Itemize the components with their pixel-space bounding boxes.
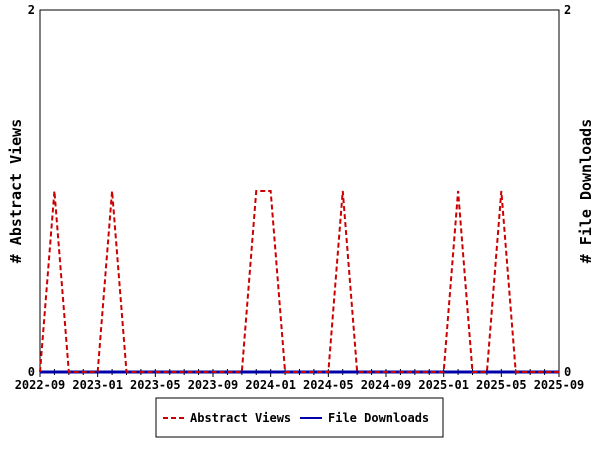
x-tick-label: 2024-09 — [361, 378, 412, 392]
x-tick-label: 2022-09 — [15, 378, 66, 392]
x-tick-label: 2024-05 — [303, 378, 354, 392]
y-tick-left-0: 0 — [28, 365, 35, 379]
x-tick-label: 2023-09 — [188, 378, 239, 392]
x-tick-label: 2023-01 — [72, 378, 123, 392]
y-tick-right-2: 2 — [564, 3, 571, 17]
y-axis-label-left: # Abstract Views — [7, 119, 25, 264]
x-tick-label: 2023-05 — [130, 378, 181, 392]
x-tick-label: 2025-09 — [534, 378, 585, 392]
legend-label-file-downloads: File Downloads — [328, 411, 429, 425]
x-tick-label: 2025-01 — [418, 378, 469, 392]
legend: Abstract Views File Downloads — [155, 397, 444, 438]
x-tick-label: 2025-05 — [476, 378, 527, 392]
plot-frame — [39, 9, 560, 373]
y-tick-right-0: 0 — [564, 365, 571, 379]
series-line-abstract-views — [39, 190, 559, 373]
y-tick-left-2: 2 — [28, 3, 35, 17]
y-axis-label-right: # File Downloads — [577, 119, 595, 264]
legend-label-abstract-views: Abstract Views — [190, 411, 291, 425]
x-tick-label: 2024-01 — [245, 378, 296, 392]
